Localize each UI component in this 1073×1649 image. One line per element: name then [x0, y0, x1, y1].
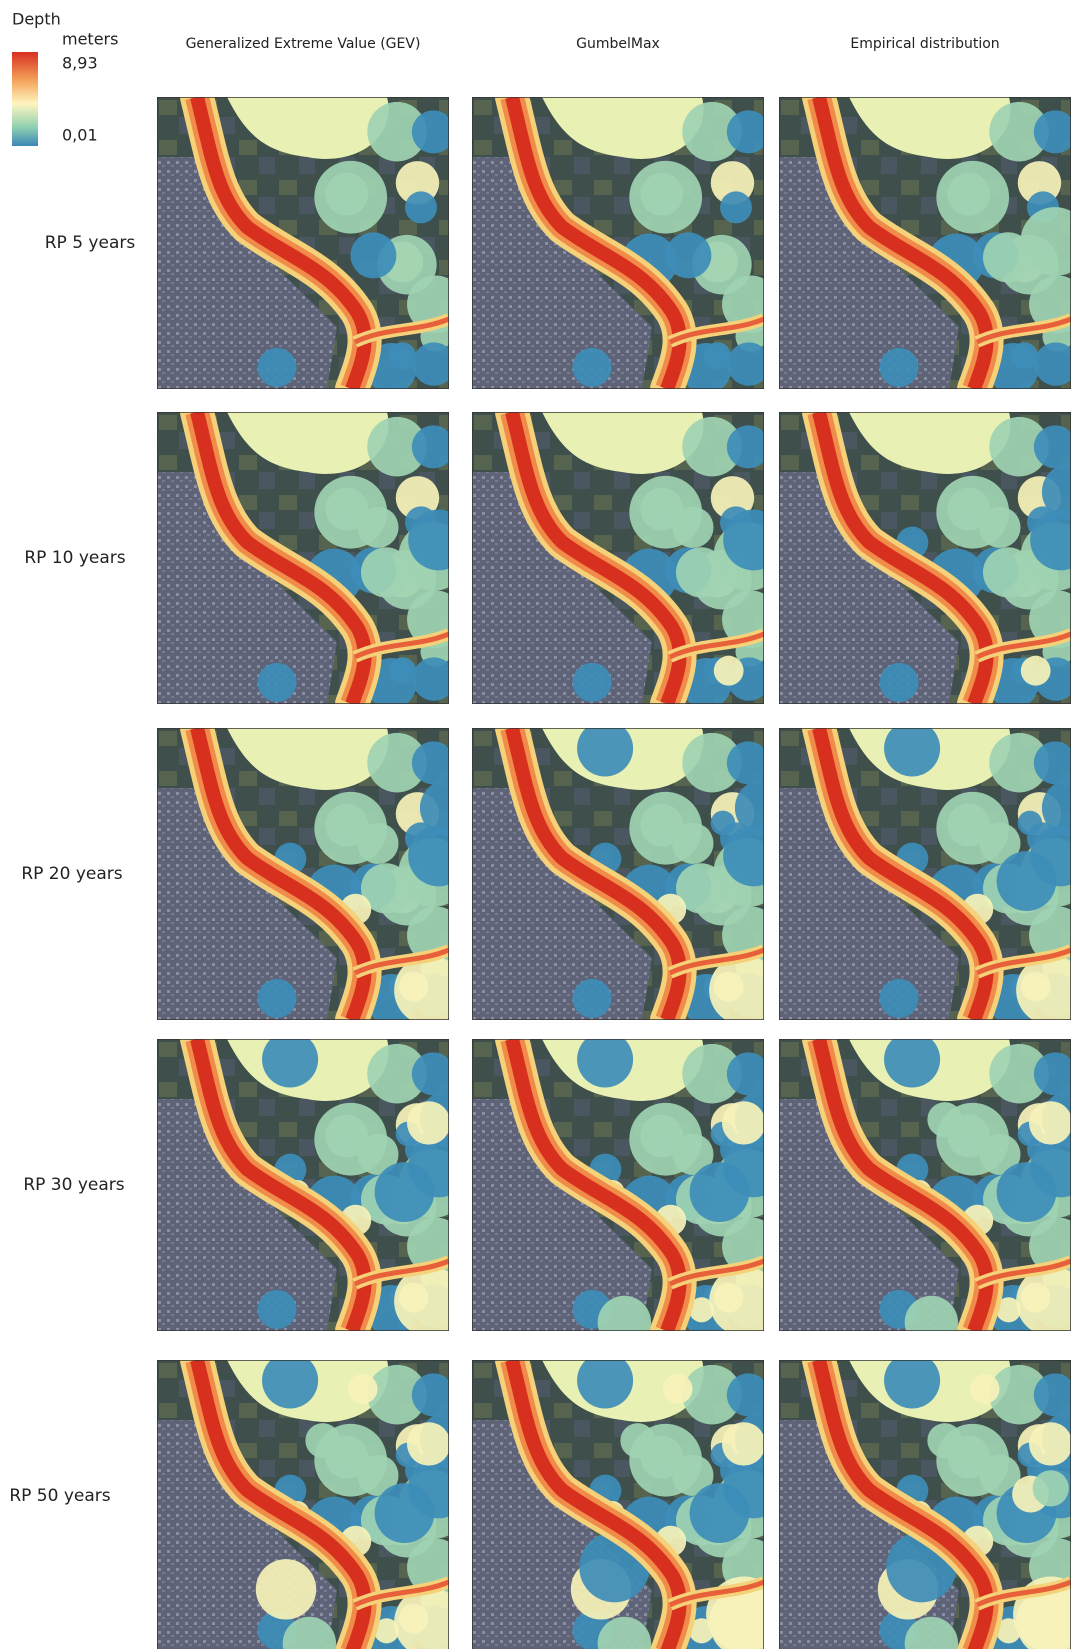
- column-header: GumbelMax: [576, 36, 660, 52]
- flood-area: [572, 348, 611, 387]
- map-panel: [157, 1352, 477, 1649]
- flood-area: [727, 342, 770, 385]
- flood-area: [690, 1483, 750, 1543]
- flood-area: [407, 1101, 450, 1144]
- flood-area: [884, 1031, 940, 1087]
- map-panel: [779, 412, 1073, 709]
- flood-area: [676, 547, 726, 597]
- row-label: RP 5 years: [45, 233, 136, 253]
- legend-colorbar: [12, 52, 38, 146]
- row-label: RP 10 years: [24, 548, 125, 568]
- flood-area: [1033, 1470, 1069, 1506]
- flood-area: [879, 663, 918, 702]
- flood-area: [1029, 1422, 1072, 1465]
- flood-area: [722, 1422, 765, 1465]
- row-label: RP 50 years: [9, 1486, 110, 1506]
- map-panel: [472, 97, 780, 394]
- flood-area: [407, 1422, 450, 1465]
- flood-area: [305, 1423, 340, 1458]
- flood-area: [598, 1296, 651, 1349]
- map-panel: [472, 720, 792, 1025]
- flood-area: [997, 851, 1057, 911]
- flood-area: [711, 811, 736, 836]
- flood-area: [690, 1162, 750, 1222]
- map-panel: [779, 720, 1073, 1025]
- flood-area: [348, 1374, 378, 1404]
- flood-area: [262, 1352, 318, 1408]
- flood-area: [947, 173, 990, 216]
- flood-area: [927, 1102, 962, 1137]
- map-panel: [157, 97, 465, 394]
- flood-area: [361, 547, 411, 597]
- flood-area: [663, 1374, 693, 1404]
- flood-area: [672, 507, 713, 548]
- flood-area: [905, 1296, 958, 1349]
- flood-area: [357, 823, 398, 864]
- flood-area: [723, 509, 784, 570]
- map-panel: [779, 1352, 1073, 1649]
- map-panel: [779, 97, 1073, 394]
- flood-area: [412, 342, 455, 385]
- flood-area: [884, 1352, 940, 1408]
- flood-area: [375, 1483, 435, 1543]
- map-panel: [157, 1031, 477, 1336]
- flood-area: [325, 173, 368, 216]
- flood-area: [722, 1101, 765, 1144]
- legend-title: Depth: [12, 10, 61, 29]
- flood-area: [970, 1374, 1000, 1404]
- flood-area: [257, 979, 296, 1018]
- flood-area: [408, 509, 469, 570]
- flood-area: [983, 232, 1033, 282]
- flood-area: [927, 1423, 962, 1458]
- flood-area: [1029, 1101, 1072, 1144]
- page: Depth meters 8,93 0,01 Generalized Extre…: [0, 0, 1073, 1649]
- flood-area: [257, 1290, 296, 1329]
- flood-area: [405, 191, 437, 223]
- map-panel: [779, 1031, 1073, 1349]
- flood-area: [262, 1031, 318, 1087]
- flood-area: [983, 547, 1033, 597]
- map-panel: [157, 728, 477, 1025]
- flood-area: [979, 507, 1020, 548]
- row-label: RP 30 years: [23, 1175, 124, 1195]
- flood-area: [884, 720, 940, 776]
- flood-area: [879, 348, 918, 387]
- flood-area: [350, 232, 396, 278]
- flood-area: [577, 1031, 633, 1087]
- map-panel: [472, 1352, 792, 1649]
- column-header: Generalized Extreme Value (GEV): [186, 36, 421, 52]
- legend-unit: meters: [62, 30, 118, 49]
- flood-area: [412, 657, 455, 700]
- flood-area: [256, 1559, 316, 1619]
- flood-area: [257, 663, 296, 702]
- flood-area: [375, 1162, 435, 1222]
- flood-area: [1018, 811, 1043, 836]
- flood-area: [357, 507, 398, 548]
- flood-area: [714, 656, 744, 686]
- map-panel: [472, 412, 784, 709]
- flood-area: [620, 1423, 655, 1458]
- legend-max: 8,93: [62, 54, 98, 73]
- legend: Depth meters 8,93 0,01: [12, 10, 118, 147]
- flood-area: [572, 663, 611, 702]
- flood-area: [879, 979, 918, 1018]
- flood-area: [257, 348, 296, 387]
- flood-area: [408, 825, 469, 886]
- flood-area: [997, 1162, 1057, 1222]
- flood-area: [672, 823, 713, 864]
- map-grid: [157, 97, 1073, 1649]
- flood-area: [720, 191, 752, 223]
- flood-area: [723, 825, 784, 886]
- figure: Depth meters 8,93 0,01 Generalized Extre…: [0, 0, 1073, 1649]
- flood-area: [572, 979, 611, 1018]
- column-header: Empirical distribution: [850, 36, 999, 52]
- flood-area: [1021, 656, 1051, 686]
- flood-area: [640, 173, 683, 216]
- flood-area: [577, 720, 633, 776]
- legend-min: 0,01: [62, 126, 98, 145]
- map-panel: [472, 1031, 792, 1349]
- map-panel: [157, 412, 469, 709]
- row-label: RP 20 years: [21, 864, 122, 884]
- flood-area: [577, 1352, 633, 1408]
